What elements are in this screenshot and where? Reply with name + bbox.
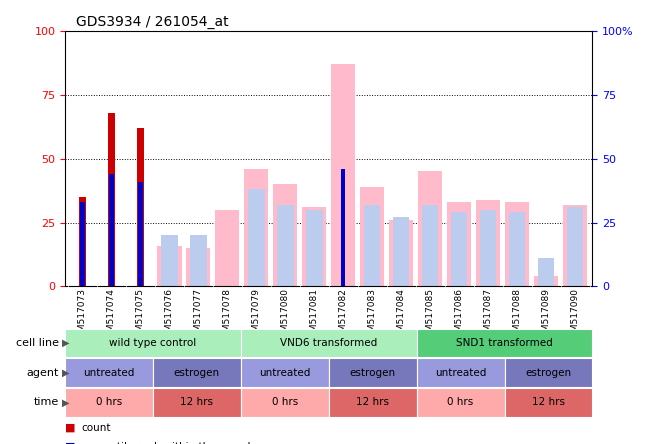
Text: VND6 transformed: VND6 transformed xyxy=(280,338,378,348)
Text: GSM517075: GSM517075 xyxy=(136,289,145,343)
Text: 12 hrs: 12 hrs xyxy=(532,397,565,408)
Bar xyxy=(451,212,467,286)
Text: ▶: ▶ xyxy=(62,338,70,348)
Text: GSM517079: GSM517079 xyxy=(252,289,261,343)
Bar xyxy=(306,210,322,286)
Text: GSM517082: GSM517082 xyxy=(339,289,348,343)
Bar xyxy=(417,358,505,387)
Bar xyxy=(422,205,438,286)
Text: SND1 transformed: SND1 transformed xyxy=(456,338,553,348)
Bar xyxy=(331,64,355,286)
Text: GSM517087: GSM517087 xyxy=(484,289,493,343)
Bar xyxy=(248,190,264,286)
Bar xyxy=(534,276,558,286)
Text: GSM517081: GSM517081 xyxy=(310,289,319,343)
Text: 0 hrs: 0 hrs xyxy=(447,397,474,408)
Bar xyxy=(329,358,417,387)
Text: GSM517089: GSM517089 xyxy=(542,289,551,343)
Bar xyxy=(505,358,592,387)
Text: GSM517078: GSM517078 xyxy=(223,289,232,343)
Bar xyxy=(161,235,178,286)
Bar xyxy=(418,171,442,286)
Bar xyxy=(138,182,143,286)
Text: estrogen: estrogen xyxy=(174,368,220,378)
Bar xyxy=(273,184,298,286)
Bar xyxy=(137,128,145,286)
Bar xyxy=(509,212,525,286)
Text: ▶: ▶ xyxy=(62,397,70,408)
Bar xyxy=(153,388,241,417)
Text: ▶: ▶ xyxy=(62,368,70,378)
Text: untreated: untreated xyxy=(83,368,135,378)
Bar xyxy=(65,388,153,417)
Bar xyxy=(341,169,346,286)
Text: untreated: untreated xyxy=(435,368,486,378)
Bar xyxy=(65,358,153,387)
Bar xyxy=(480,210,496,286)
Bar xyxy=(538,258,554,286)
Text: estrogen: estrogen xyxy=(525,368,572,378)
Text: cell line: cell line xyxy=(16,338,59,348)
Bar xyxy=(190,235,206,286)
Bar xyxy=(417,388,505,417)
Text: ■: ■ xyxy=(65,442,76,444)
Text: GSM517086: GSM517086 xyxy=(454,289,464,343)
Bar xyxy=(109,174,114,286)
Bar xyxy=(241,358,329,387)
Bar xyxy=(107,113,115,286)
Text: GSM517074: GSM517074 xyxy=(107,289,116,343)
Text: GSM517090: GSM517090 xyxy=(570,289,579,343)
Bar xyxy=(567,207,583,286)
Bar xyxy=(505,388,592,417)
Text: 12 hrs: 12 hrs xyxy=(180,397,214,408)
Bar xyxy=(417,329,592,357)
Bar xyxy=(302,207,326,286)
Text: GSM517085: GSM517085 xyxy=(426,289,435,343)
Bar xyxy=(447,202,471,286)
Text: wild type control: wild type control xyxy=(109,338,197,348)
Bar xyxy=(79,197,87,286)
Text: GSM517088: GSM517088 xyxy=(512,289,521,343)
Text: GSM517080: GSM517080 xyxy=(281,289,290,343)
Text: GSM517077: GSM517077 xyxy=(194,289,203,343)
Text: untreated: untreated xyxy=(259,368,311,378)
Text: 12 hrs: 12 hrs xyxy=(356,397,389,408)
Bar xyxy=(244,169,268,286)
Text: 0 hrs: 0 hrs xyxy=(96,397,122,408)
Bar xyxy=(360,187,384,286)
Bar xyxy=(241,388,329,417)
Bar xyxy=(389,220,413,286)
Bar xyxy=(186,248,210,286)
Text: GSM517084: GSM517084 xyxy=(396,289,406,343)
Text: 0 hrs: 0 hrs xyxy=(271,397,298,408)
Bar xyxy=(364,205,380,286)
Bar xyxy=(65,329,241,357)
Bar xyxy=(153,358,241,387)
Text: agent: agent xyxy=(26,368,59,378)
Text: GSM517083: GSM517083 xyxy=(368,289,377,343)
Text: GDS3934 / 261054_at: GDS3934 / 261054_at xyxy=(76,15,229,29)
Text: time: time xyxy=(33,397,59,408)
Text: estrogen: estrogen xyxy=(350,368,396,378)
Bar xyxy=(215,210,240,286)
Text: GSM517073: GSM517073 xyxy=(78,289,87,343)
Bar xyxy=(329,388,417,417)
Bar xyxy=(158,246,182,286)
Bar xyxy=(476,200,500,286)
Bar xyxy=(277,205,294,286)
Bar xyxy=(563,205,587,286)
Text: count: count xyxy=(81,423,111,433)
Bar xyxy=(393,218,409,286)
Text: percentile rank within the sample: percentile rank within the sample xyxy=(81,442,257,444)
Text: ■: ■ xyxy=(65,423,76,433)
Bar xyxy=(80,202,85,286)
Bar xyxy=(241,329,417,357)
Bar xyxy=(505,202,529,286)
Text: GSM517076: GSM517076 xyxy=(165,289,174,343)
